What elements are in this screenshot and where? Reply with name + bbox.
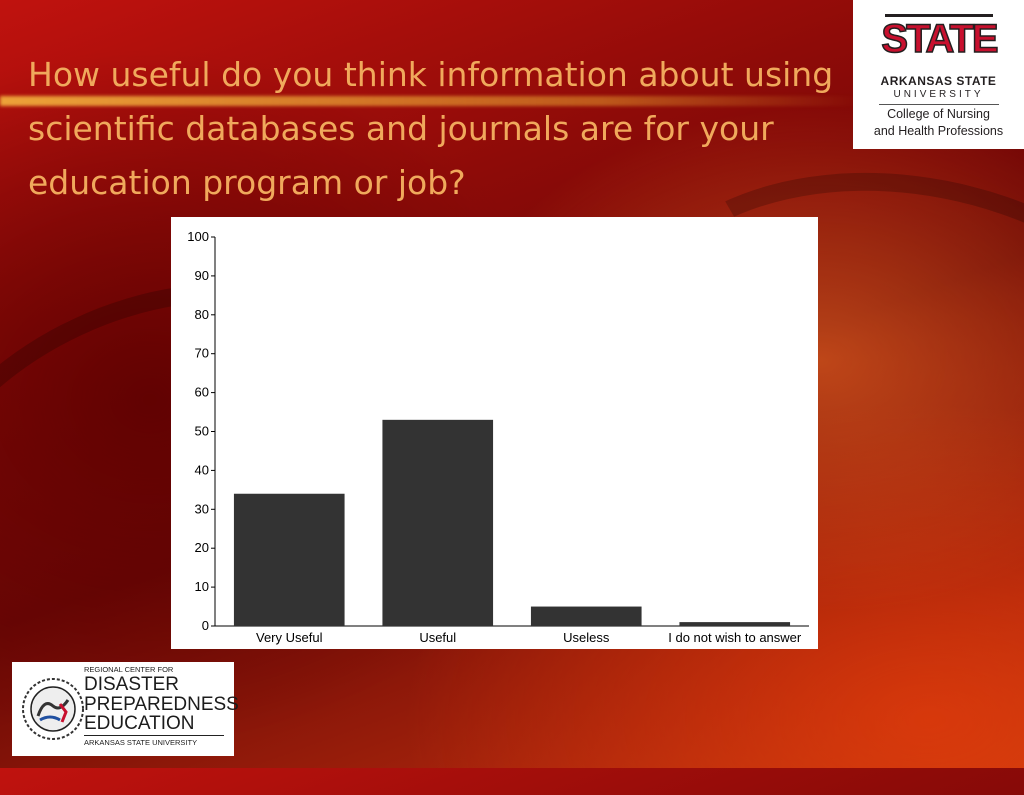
y-tick-label: 90 xyxy=(195,268,209,283)
asu-divider xyxy=(879,104,999,105)
bar xyxy=(530,606,642,626)
y-tick-label: 100 xyxy=(187,229,209,244)
asu-logo: STATE ARKANSAS STATE UNIVERSITY College … xyxy=(853,0,1024,149)
x-category-label: Useless xyxy=(563,630,610,645)
y-tick-label: 80 xyxy=(195,307,209,322)
x-category-label: Very Useful xyxy=(256,630,323,645)
asu-college-line: and Health Professions xyxy=(873,124,1004,138)
rcdpe-divider xyxy=(84,735,224,736)
title-underline xyxy=(0,96,860,106)
bar-chart: 0 10 20 30 40 50 60 70 80 90 100 Very Useful Useful U… xyxy=(187,229,809,645)
asu-name-line: ARKANSAS STATE xyxy=(880,74,997,88)
y-tick-label: 60 xyxy=(195,385,209,400)
y-tick-label: 70 xyxy=(195,346,209,361)
rcdpe-line: ARKANSAS STATE UNIVERSITY xyxy=(84,738,198,747)
y-tick-label: 30 xyxy=(195,501,209,516)
bar xyxy=(679,622,791,626)
asu-college-line: College of Nursing xyxy=(887,107,990,121)
y-tick-label: 20 xyxy=(195,540,209,555)
rcdpe-line: REGIONAL CENTER FOR xyxy=(84,665,174,674)
y-tick-label: 10 xyxy=(195,579,209,594)
bar xyxy=(382,419,494,626)
y-tick-label: 40 xyxy=(195,462,209,477)
rcdpe-line: EDUCATION xyxy=(84,713,195,734)
asu-state-wordmark: STATE xyxy=(881,17,997,61)
disaster-preparedness-emblem-icon xyxy=(22,678,84,740)
y-tick-label: 50 xyxy=(195,424,209,439)
rcdpe-logo: REGIONAL CENTER FOR DISASTER PREPAREDNES… xyxy=(12,662,239,756)
bar-chart-panel: 0 10 20 30 40 50 60 70 80 90 100 Very Useful Useful U… xyxy=(171,217,818,649)
slide-title: How useful do you think information abou… xyxy=(28,55,834,202)
x-category-label: I do not wish to answer xyxy=(668,630,802,645)
rcdpe-line: DISASTER xyxy=(84,674,180,695)
bar xyxy=(233,493,345,626)
rcdpe-line: PREPAREDNESS xyxy=(84,694,239,715)
asu-name-line: UNIVERSITY xyxy=(893,89,984,100)
x-category-label: Useful xyxy=(419,630,456,645)
y-tick-label: 0 xyxy=(202,618,209,633)
asu-state-mark-icon: STATE xyxy=(881,14,999,62)
